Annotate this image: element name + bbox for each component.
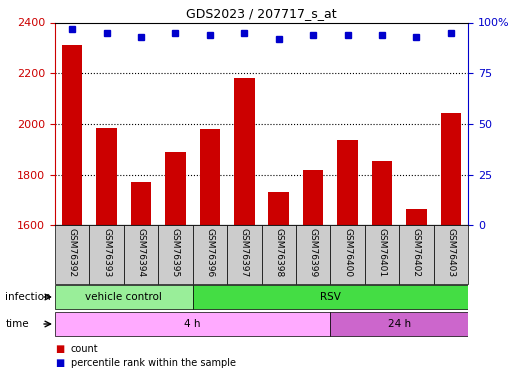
Bar (331, 312, 468, 336)
Title: GDS2023 / 207717_s_at: GDS2023 / 207717_s_at (186, 7, 337, 20)
Bar (234, 78, 255, 225)
Bar (296, 225, 331, 284)
Bar (268, 192, 289, 225)
Bar (331, 225, 365, 284)
Text: 24 h: 24 h (388, 319, 411, 329)
Bar (365, 225, 399, 284)
Text: GSM76395: GSM76395 (171, 228, 180, 278)
Text: GSM76402: GSM76402 (412, 228, 421, 277)
Text: infection: infection (5, 292, 51, 302)
Text: GSM76401: GSM76401 (378, 228, 386, 278)
Bar (192, 285, 468, 309)
Bar (89, 225, 124, 284)
Text: percentile rank within the sample: percentile rank within the sample (71, 358, 235, 368)
Text: RSV: RSV (320, 292, 341, 302)
Text: GSM76393: GSM76393 (102, 228, 111, 278)
Bar (262, 225, 296, 284)
Bar (337, 140, 358, 225)
Text: ■: ■ (55, 358, 64, 368)
Text: GSM76397: GSM76397 (240, 228, 249, 278)
Bar (55, 225, 89, 284)
Text: 4 h: 4 h (185, 319, 201, 329)
Bar (399, 225, 434, 284)
Text: GSM76403: GSM76403 (446, 228, 456, 278)
Bar (55, 285, 192, 309)
Bar (199, 129, 220, 225)
Bar (62, 45, 83, 225)
Bar (124, 225, 158, 284)
Text: time: time (5, 319, 29, 329)
Text: GSM76399: GSM76399 (309, 228, 317, 278)
Bar (192, 225, 227, 284)
Bar (96, 128, 117, 225)
Text: GSM76400: GSM76400 (343, 228, 352, 278)
Text: GSM76396: GSM76396 (206, 228, 214, 278)
Bar (55, 312, 331, 336)
Bar (303, 170, 323, 225)
Text: GSM76394: GSM76394 (137, 228, 145, 278)
Text: vehicle control: vehicle control (85, 292, 162, 302)
Text: GSM76398: GSM76398 (274, 228, 283, 278)
Bar (165, 152, 186, 225)
Bar (131, 182, 151, 225)
Bar (372, 161, 392, 225)
Text: count: count (71, 344, 98, 354)
Text: GSM76392: GSM76392 (67, 228, 77, 278)
Bar (406, 209, 427, 225)
Bar (440, 112, 461, 225)
Bar (227, 225, 262, 284)
Text: ■: ■ (55, 344, 64, 354)
Bar (158, 225, 192, 284)
Bar (434, 225, 468, 284)
